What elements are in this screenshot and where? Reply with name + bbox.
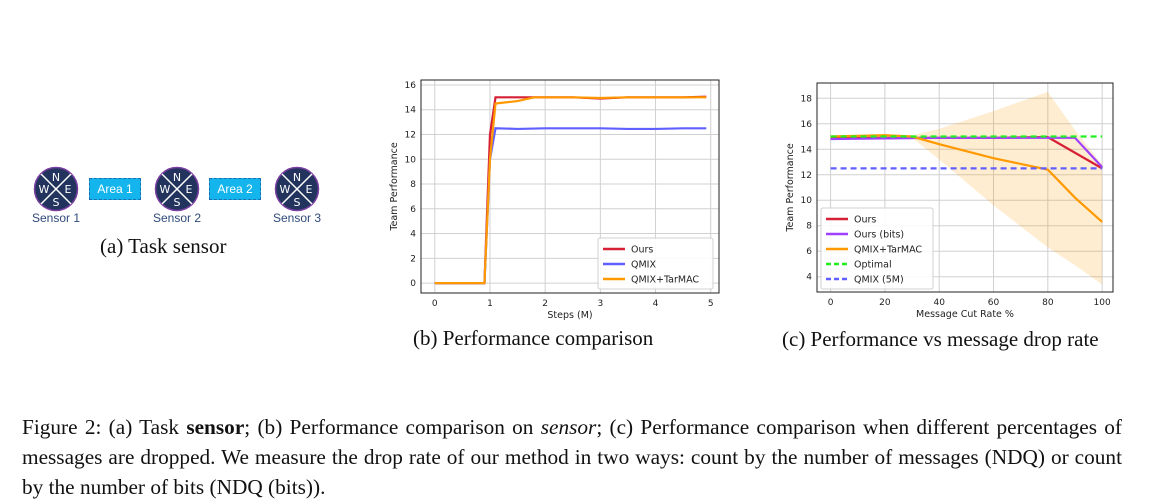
legend-label: Ours (bits): [854, 230, 904, 241]
y-tick-label: 8: [806, 222, 812, 232]
compass-s: S: [53, 196, 60, 209]
confidence-band: [830, 91, 1103, 285]
y-tick-label: 10: [405, 155, 417, 165]
x-tick-label: 4: [653, 299, 659, 309]
caption-italic: sensor: [540, 415, 597, 439]
compass-n: N: [293, 171, 301, 184]
x-tick-label: 0: [432, 299, 438, 309]
y-tick-label: 4: [806, 273, 812, 283]
sensor-compass-icon: N E S W: [154, 166, 200, 212]
x-tick-label: 100: [1094, 298, 1111, 308]
y-tick-label: 0: [410, 279, 416, 289]
legend-label: QMIX (5M): [854, 275, 904, 286]
compass-n: N: [52, 171, 60, 184]
compass-e: E: [186, 183, 193, 196]
compass-e: E: [65, 183, 72, 196]
y-tick-label: 14: [801, 145, 813, 155]
sensor-label: Sensor 1: [31, 211, 81, 225]
y-tick-label: 2: [410, 254, 416, 264]
x-tick-label: 60: [988, 298, 1000, 308]
x-tick-label: 0: [828, 298, 834, 308]
caption-text: (a) Task: [101, 415, 187, 439]
figure-caption: Figure 2: (a) Task sensor; (b) Performan…: [22, 412, 1122, 502]
sensor-compass-icon: N E S W: [33, 166, 79, 212]
y-tick-label: 6: [410, 205, 416, 215]
x-axis-label: Steps (M): [547, 310, 592, 320]
compass-w: W: [39, 183, 50, 196]
y-axis-label: Team Performance: [389, 142, 400, 231]
caption-c: (c) Performance vs message drop rate: [782, 327, 1099, 351]
compass-s: S: [174, 196, 181, 209]
x-tick-label: 80: [1042, 298, 1054, 308]
caption-a: (a) Task sensor: [100, 234, 227, 258]
legend-label: Ours: [631, 245, 653, 256]
legend-label: QMIX+TarMAC: [631, 275, 699, 286]
caption-text: ; (c) Performance comparison when differ…: [22, 415, 1123, 499]
y-tick-label: 8: [410, 180, 416, 190]
x-tick-label: 3: [597, 299, 603, 309]
y-tick-label: 4: [410, 230, 416, 240]
legend-label: Ours: [854, 215, 876, 226]
plot-frame: [420, 79, 720, 294]
caption-text: ; (b) Performance comparison on: [244, 415, 541, 439]
sensor-compass-icon: N E S W: [274, 166, 320, 212]
legend-label: Optimal: [854, 260, 892, 271]
legend: [597, 237, 714, 290]
x-axis-label: Message Cut Rate %: [916, 309, 1014, 320]
y-tick-label: 16: [405, 81, 417, 91]
drop-rate-chart: 0 20 40 60 80 100 4 6 8 10 12 14 16 18 Message Cut Rat…: [785, 82, 1114, 320]
series-line-qmix-tarmac: [434, 96, 707, 285]
compass-w: W: [160, 183, 171, 196]
sensor-label: Sensor 2: [152, 211, 202, 225]
caption-bold: sensor: [186, 415, 245, 439]
y-tick-label: 12: [801, 171, 812, 181]
x-tick-label: 5: [708, 299, 714, 309]
y-tick-label: 14: [405, 106, 417, 116]
plot-frame: [816, 82, 1114, 293]
x-tick-label: 40: [933, 298, 945, 308]
x-tick-label: 20: [879, 298, 891, 308]
y-tick-label: 6: [806, 247, 812, 257]
sensor-label: Sensor 3: [272, 211, 322, 225]
area-2: Area 2: [209, 178, 261, 200]
y-axis-label: Team Performance: [785, 143, 796, 232]
y-tick-label: 10: [801, 196, 813, 206]
caption-b: (b) Performance comparison: [413, 326, 654, 350]
compass-w: W: [280, 183, 291, 196]
figure-label: Figure 2:: [22, 415, 102, 439]
y-tick-label: 18: [801, 94, 813, 104]
legend: [820, 207, 934, 290]
compass-e: E: [306, 183, 313, 196]
compass-s: S: [294, 196, 301, 209]
series-line-ours-bits-: [830, 136, 1103, 168]
x-tick-label: 1: [487, 299, 493, 309]
legend-label: QMIX: [631, 260, 656, 271]
area-1: Area 1: [89, 178, 141, 200]
y-tick-label: 12: [405, 130, 416, 140]
legend-label: QMIX+TarMAC: [854, 245, 922, 256]
compass-n: N: [173, 171, 181, 184]
y-tick-label: 16: [801, 120, 813, 130]
series-line-qmix-tarmac: [830, 134, 1103, 223]
x-tick-label: 2: [542, 299, 548, 309]
